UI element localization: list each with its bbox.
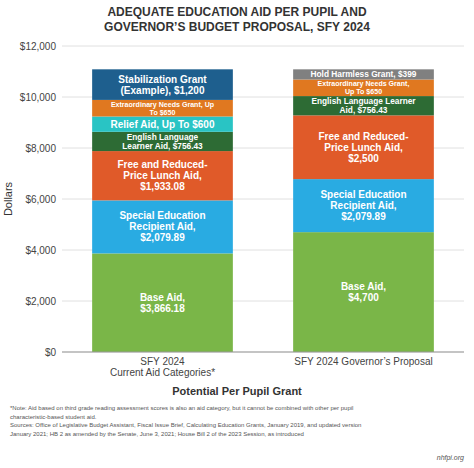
data-label: Free and Reduced-Price Lunch Aid,$2,500 [318, 131, 408, 164]
text-line: Relief Aid, Up To $600 [111, 119, 215, 130]
y-tick-label: $6,000 [25, 194, 56, 205]
data-labels: Base Aid,$3,866.18Special EducationRecip… [111, 69, 417, 313]
footnote: January 2021; HB 2 as amended by the Sen… [10, 431, 304, 437]
bar-segment [293, 179, 434, 232]
x-axis-label: Potential Per Pupil Grant [172, 385, 302, 397]
data-label: Relief Aid, Up To $600 [111, 119, 215, 130]
text-line: $2,079.89 [140, 232, 185, 243]
bars [92, 69, 434, 352]
text-line: Special Education [119, 210, 205, 221]
data-label: Free and Reduced-Price Lunch Aid,$1,933.… [117, 159, 207, 192]
text-line: Special Education [320, 189, 406, 200]
y-tick-label: $2,000 [25, 296, 56, 307]
text-line: Aid, $756.43 [340, 105, 388, 115]
y-tick-label: $0 [45, 347, 57, 358]
text-line: To $650 [150, 109, 176, 117]
bar-segment [92, 253, 233, 352]
x-axis-line [62, 352, 464, 353]
y-axis-label: Dollars [2, 181, 14, 216]
grid-line [62, 46, 464, 47]
y-tick-label: $10,000 [20, 92, 57, 103]
source-note: nhfpi.org [437, 454, 464, 462]
text-line: $2,079.89 [341, 211, 386, 222]
bar-segment [293, 115, 434, 179]
text-line: ADEQUATE EDUCATION AID PER PUPIL AND [107, 5, 366, 19]
text-line: Free and Reduced- [318, 131, 408, 142]
y-tick-label: $4,000 [25, 245, 56, 256]
text-line: $2,500 [348, 153, 379, 164]
data-label: Extraordinary Needs Grant,Up To $650 [318, 80, 410, 96]
y-axis: $0 $2,000 $4,000 $6,000 $8,000 $10,000 $12,000 [20, 41, 464, 358]
text-line: Base Aid, [341, 281, 386, 292]
y-tick-label: $12,000 [20, 41, 57, 52]
bar-segment [92, 100, 233, 117]
grid-line [62, 352, 464, 353]
text-line: (Example), $1,200 [121, 85, 205, 96]
data-label: English Language LearnerAid, $756.43 [311, 96, 416, 115]
chart-svg: ADEQUATE EDUCATION AID PER PUPIL ANDGOVE… [0, 0, 474, 468]
text-line: Free and Reduced- [117, 159, 207, 170]
text-line: SFY 2024 Governor’s Proposal [294, 356, 432, 367]
chart-container: ADEQUATE EDUCATION AID PER PUPIL ANDGOVE… [0, 0, 474, 468]
data-label: Hold Harmless Grant, $399 [311, 69, 417, 79]
data-label: Special EducationRecipient Aid,$2,079.89 [320, 189, 406, 222]
text-line: Price Lunch Aid, [324, 142, 403, 153]
bar-segment [293, 69, 434, 79]
footnotes: *Note: Aid based on third grade reading … [10, 405, 464, 462]
data-label: Base Aid,$4,700 [341, 281, 386, 303]
bar-segment [92, 116, 233, 131]
footnote: Sources: Office of Legislative Budget As… [10, 422, 361, 428]
text-line: Price Lunch Aid, [123, 170, 202, 181]
y-tick-label: $8,000 [25, 143, 56, 154]
bar-segment [92, 132, 233, 151]
text-line: Up To $650 [345, 88, 382, 96]
text-line: Learner Aid, $756.43 [122, 141, 203, 151]
data-label: Stabilization Grant(Example), $1,200 [118, 74, 207, 96]
text-line: Stabilization Grant [118, 74, 207, 85]
footnote: *Note: Aid based on third grade reading … [10, 405, 353, 411]
bar-segment [293, 96, 434, 115]
data-label: Special EducationRecipient Aid,$2,079.89 [119, 210, 205, 243]
x-tick-label: SFY 2024 Governor’s Proposal [294, 356, 432, 367]
text-line: Base Aid, [140, 292, 185, 303]
text-line: $1,933.08 [140, 181, 185, 192]
footnote: characteristic-based student aid. [10, 414, 97, 420]
bar-segment [92, 200, 233, 253]
x-tick-label: SFY 2024Current Aid Categories* [110, 356, 215, 378]
bar-segment [293, 79, 434, 96]
text-line: $3,866.18 [140, 303, 185, 314]
data-label: Extraordinary Needs Grant, UpTo $650 [111, 101, 215, 117]
text-line: Recipient Aid, [330, 200, 397, 211]
text-line: Recipient Aid, [129, 221, 196, 232]
bar-segment [293, 232, 434, 352]
data-label: English LanguageLearner Aid, $756.43 [122, 132, 203, 151]
bar-segment [92, 151, 233, 200]
text-line: GOVERNOR’S BUDGET PROPOSAL, SFY 2024 [104, 20, 370, 34]
chart-title: ADEQUATE EDUCATION AID PER PUPIL ANDGOVE… [104, 5, 370, 34]
text-line: Current Aid Categories* [110, 367, 215, 378]
text-line: Extraordinary Needs Grant, [318, 80, 410, 88]
text-line: Hold Harmless Grant, $399 [311, 69, 417, 79]
data-label: Base Aid,$3,866.18 [140, 292, 185, 314]
text-line: SFY 2024 [140, 356, 185, 367]
text-line: $4,700 [348, 292, 379, 303]
bar-segment [92, 69, 233, 100]
